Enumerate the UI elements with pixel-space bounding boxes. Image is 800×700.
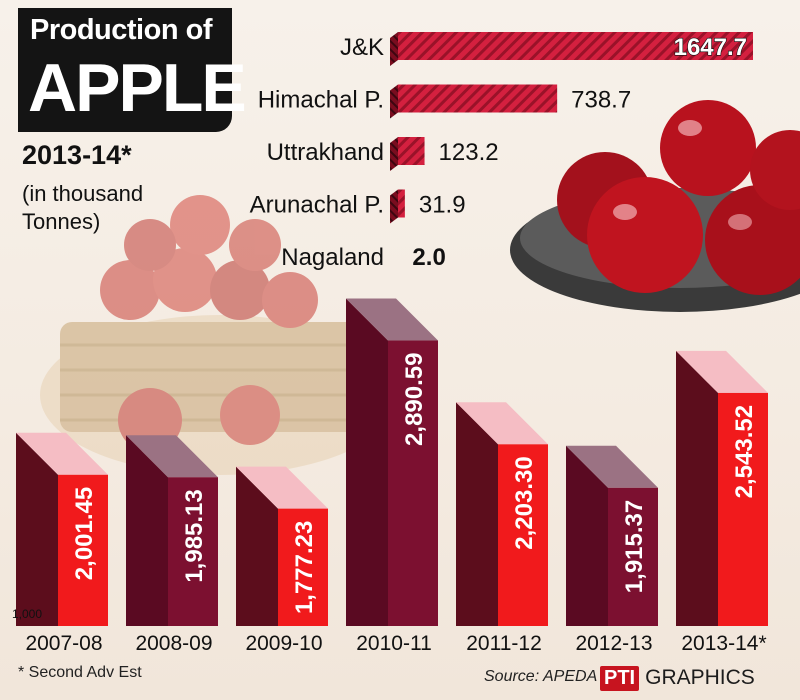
year-bar-top <box>236 466 328 509</box>
apple-basket-illustration <box>40 195 400 475</box>
year-category-label: 2009-10 <box>245 632 322 655</box>
year-value-label: 1,915.37 <box>621 500 648 593</box>
year-value-label: 1,777.23 <box>291 521 318 614</box>
year-bar <box>498 444 548 626</box>
state-value-label: 31.9 <box>419 192 466 219</box>
year-value-label: 2,203.30 <box>511 456 538 549</box>
y-axis-min-label: 1,000 <box>12 607 42 621</box>
state-value-label: 2.0 <box>412 244 445 271</box>
year-bar <box>718 392 768 626</box>
footnote: * Second Adv Est <box>18 664 142 681</box>
year-value-label: 2,543.52 <box>731 405 758 498</box>
state-label: Nagaland <box>281 244 384 271</box>
year-bar-top <box>456 402 548 445</box>
unit-label: (in thousand Tonnes) <box>22 181 144 234</box>
year-category-label: 2013-14* <box>681 632 766 655</box>
state-label: Himachal P. <box>258 87 384 114</box>
year-category-label: 2012-13 <box>575 632 652 655</box>
year-bar-top <box>566 445 658 488</box>
state-bars: J&K 1647.7 Himachal P. 738.7 Uttrakhand 123.2… <box>250 32 753 271</box>
year-value-label: 2,001.45 <box>71 487 98 580</box>
year-bar-side <box>236 466 278 626</box>
year-bar-side <box>346 298 388 626</box>
year-bar <box>608 487 658 626</box>
year-bar-side <box>16 432 58 626</box>
year-value-label: 1,985.13 <box>181 489 208 582</box>
year-category-label: 2011-12 <box>466 632 542 655</box>
state-bar-side <box>390 189 398 224</box>
state-bar <box>398 84 558 113</box>
state-label: Uttrakhand <box>267 139 384 166</box>
source-label: Source: APEDA <box>484 668 598 685</box>
year-bar <box>58 474 108 626</box>
brand: PTI GRAPHICS <box>600 662 776 694</box>
state-bar <box>398 189 405 218</box>
year-bars: 2,001.45 2007-08 1,985.13 2008-09 1,777.23 20… <box>12 298 768 655</box>
state-bar-side <box>390 137 398 171</box>
year-bar-top <box>16 432 108 475</box>
title-line2: APPLE <box>28 50 247 126</box>
year-bar <box>388 340 438 626</box>
year-bar-top <box>676 350 768 393</box>
year-label: 2013-14* <box>22 140 132 170</box>
year-bar-side <box>126 435 168 626</box>
state-bar-side <box>390 32 398 66</box>
year-bar-top <box>126 435 218 478</box>
state-value-label: 123.2 <box>439 139 499 166</box>
apple-bowl-illustration <box>510 100 800 312</box>
year-bar-side <box>676 350 718 626</box>
year-bar-side <box>456 402 498 626</box>
title-line1: Production of <box>30 14 212 46</box>
year-bar-side <box>566 445 608 626</box>
year-bar-top <box>346 298 438 341</box>
brand-logo: PTI <box>600 665 640 691</box>
state-value-label: 1647.7 <box>674 34 747 61</box>
year-category-label: 2010-11 <box>356 632 432 655</box>
state-label: J&K <box>340 34 384 61</box>
year-value-label: 2,890.59 <box>401 353 428 446</box>
brand-text: GRAPHICS <box>645 666 755 689</box>
year-bar <box>168 477 218 626</box>
year-category-label: 2008-09 <box>135 632 212 655</box>
state-label: Arunachal P. <box>250 192 384 219</box>
year-category-label: 2007-08 <box>25 632 102 655</box>
state-bar-side <box>390 84 398 119</box>
year-bar <box>278 508 328 626</box>
state-bar <box>398 137 425 165</box>
state-value-label: 738.7 <box>571 87 631 114</box>
title-box <box>18 8 232 132</box>
state-bar <box>398 32 753 60</box>
